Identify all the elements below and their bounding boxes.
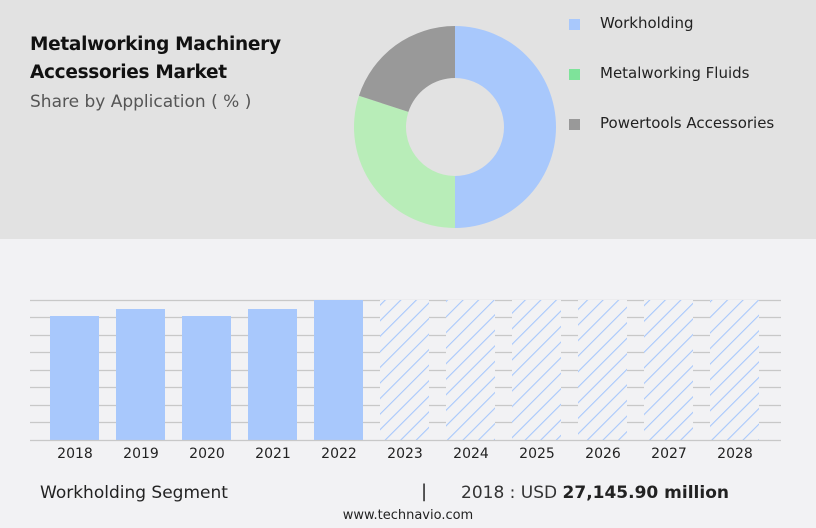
bar-2020 (182, 316, 231, 440)
bar-2023 (380, 300, 429, 440)
donut-chart (353, 26, 556, 228)
donut-slice-workholding (455, 26, 556, 228)
bar-2025 (512, 300, 561, 440)
year-label: 2018 : USD (461, 483, 558, 503)
legend-label: Metalworking Fluids (600, 64, 750, 82)
value-amount: 27,145.90 million (562, 483, 729, 503)
website-link[interactable]: www.technavio.com (342, 508, 474, 523)
forecast-bars (380, 300, 759, 440)
bar-2021 (248, 309, 297, 440)
legend-swatch-icon (569, 69, 580, 80)
segment-value: 2018 : USD 27,145.90 million (461, 483, 729, 503)
legend-swatch-icon (569, 19, 580, 30)
donut-slice-powertools-accessories (358, 26, 455, 112)
bar-2024 (446, 300, 495, 440)
x-label: 2024 (453, 446, 489, 462)
donut-slice-metalworking-fluids (353, 95, 455, 228)
page-title: Metalworking Machinery Accessories Marke… (30, 31, 281, 87)
legend-swatch-icon (569, 119, 580, 130)
x-label: 2018 (57, 446, 93, 462)
x-label: 2019 (123, 446, 159, 462)
x-label: 2028 (717, 446, 753, 462)
summary-panel: Metalworking Machinery Accessories Marke… (0, 0, 816, 239)
bar-2019 (116, 309, 165, 440)
legend-label: Powertools Accessories (600, 114, 775, 132)
segment-label: Workholding Segment (40, 483, 228, 503)
bar-2028 (710, 300, 759, 440)
bar-2022 (314, 300, 363, 440)
legend-label: Workholding (600, 14, 694, 32)
x-label: 2026 (585, 446, 621, 462)
bar-2026 (578, 300, 627, 440)
bar-2018 (50, 316, 99, 440)
title-line-1: Metalworking Machinery (30, 34, 281, 55)
footer-separator: | (421, 481, 428, 502)
historical-bars (50, 300, 363, 440)
bar-2027 (644, 300, 693, 440)
x-label: 2025 (519, 446, 555, 462)
title-line-2: Accessories Market (30, 62, 227, 83)
subtitle: Share by Application ( % ) (30, 92, 252, 112)
x-label: 2027 (651, 446, 687, 462)
x-label: 2020 (189, 446, 225, 462)
x-label: 2023 (387, 446, 423, 462)
x-label: 2021 (255, 446, 291, 462)
x-label: 2022 (321, 446, 357, 462)
